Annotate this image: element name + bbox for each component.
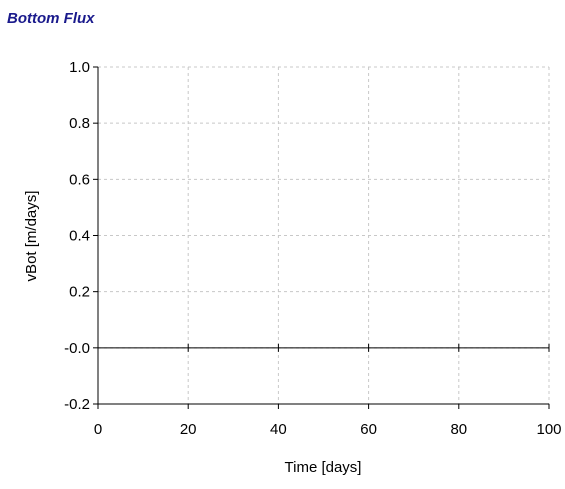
y-tick-label: 0.4 <box>69 228 90 245</box>
x-tick-label: 100 <box>536 421 561 438</box>
ticks <box>93 66 550 409</box>
y-tick-label: -0.2 <box>64 396 90 413</box>
x-tick-label: 60 <box>360 421 377 438</box>
x-tick-label: 20 <box>180 421 197 438</box>
x-axis-label: Time [days] <box>285 459 362 476</box>
y-tick-label: 1.0 <box>69 59 90 76</box>
y-tick-label: -0.0 <box>64 340 90 357</box>
y-tick-label: 0.8 <box>69 115 90 132</box>
y-tick-label: 0.2 <box>69 284 90 301</box>
x-tick-label: 40 <box>270 421 287 438</box>
x-tick-label: 0 <box>94 421 102 438</box>
y-tick-label: 0.6 <box>69 171 90 188</box>
tick-labels: 1.0 0.8 0.6 0.4 0.2 -0.0 -0.20 20 40 60 80 100 <box>64 59 561 438</box>
chart-title: Bottom Flux <box>7 10 95 27</box>
y-axis-label: vBot [m/days] <box>23 191 40 282</box>
grid-lines <box>98 66 550 404</box>
x-tick-label: 80 <box>450 421 467 438</box>
